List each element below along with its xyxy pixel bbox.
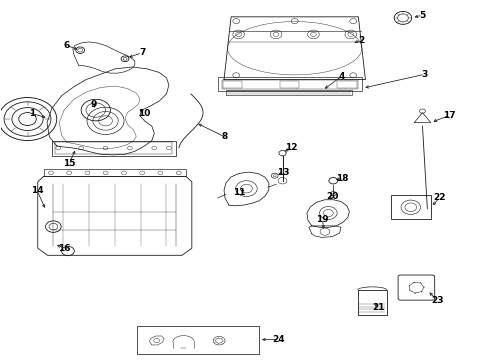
Bar (222, 81, 242, 88)
Text: 1: 1 (29, 109, 36, 118)
Bar (137, 326, 259, 354)
Text: 11: 11 (233, 188, 245, 197)
Text: 22: 22 (432, 193, 445, 202)
Text: 7: 7 (139, 48, 145, 57)
Text: 21: 21 (371, 303, 384, 312)
Bar (390, 195, 430, 220)
Bar (336, 81, 356, 88)
Bar (279, 81, 299, 88)
Text: 16: 16 (58, 244, 70, 253)
Bar (55, 142, 172, 154)
Text: 18: 18 (335, 174, 347, 183)
Text: 13: 13 (277, 168, 289, 177)
Text: 10: 10 (138, 109, 150, 118)
Text: 12: 12 (284, 143, 297, 152)
Text: 6: 6 (63, 41, 69, 50)
Text: 17: 17 (442, 111, 455, 120)
Bar (217, 77, 361, 91)
Text: 2: 2 (358, 36, 364, 45)
Text: 23: 23 (430, 296, 443, 305)
Text: 5: 5 (419, 10, 425, 19)
Bar (52, 140, 176, 156)
Text: 19: 19 (316, 215, 328, 224)
Text: 20: 20 (325, 192, 338, 201)
Text: 8: 8 (222, 132, 228, 141)
Text: 14: 14 (31, 186, 43, 195)
Bar (221, 80, 357, 89)
Text: 24: 24 (272, 335, 285, 344)
Bar (357, 290, 386, 315)
Bar (43, 169, 185, 176)
Text: 15: 15 (62, 159, 75, 168)
Text: 9: 9 (90, 100, 96, 109)
Text: 3: 3 (421, 70, 427, 79)
Text: 4: 4 (338, 72, 345, 81)
